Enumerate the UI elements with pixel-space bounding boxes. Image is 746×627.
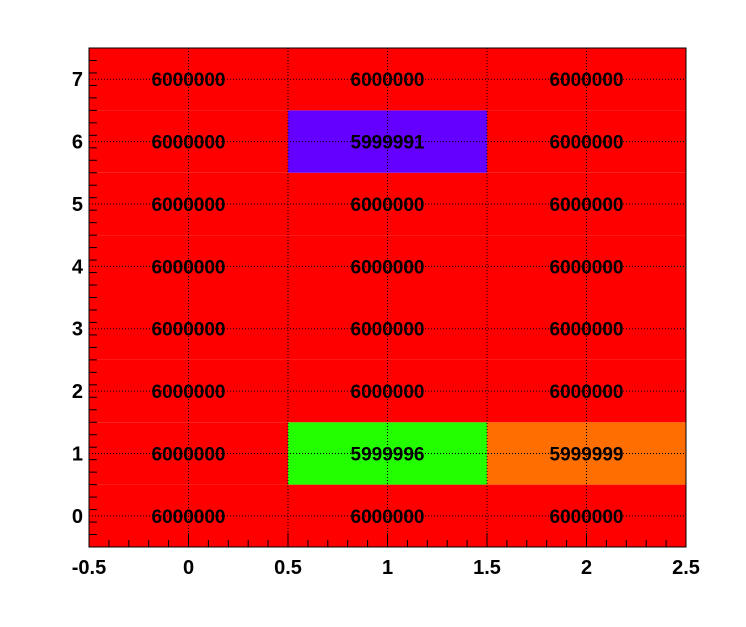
- cell-value-label: 6000000: [152, 444, 226, 465]
- ticks-layer: [88, 47, 687, 548]
- x-tick-label: -0.5: [72, 557, 106, 579]
- cell-value-label: 6000000: [550, 382, 624, 403]
- y-tick-label: 2: [72, 381, 83, 403]
- heatmap-cell: [288, 235, 487, 298]
- cell-value-label: 6000000: [351, 320, 425, 341]
- x-tick-label: 2.5: [672, 557, 700, 579]
- y-tick-label: 3: [72, 319, 83, 341]
- cell-value-label: 6000000: [550, 257, 624, 278]
- cell-value-label: 6000000: [351, 382, 425, 403]
- cell-value-label: 6000000: [152, 382, 226, 403]
- cell-value-label: 6000000: [152, 195, 226, 216]
- cell-value-label: 6000000: [550, 320, 624, 341]
- cell-value-label: 5999991: [351, 133, 425, 154]
- cell-value-label: 6000000: [152, 320, 226, 341]
- y-tick-label: 6: [72, 132, 83, 154]
- heatmap-cell: [288, 297, 487, 360]
- cell-value-label: 6000000: [152, 257, 226, 278]
- y-tick-label: 5: [72, 194, 83, 216]
- cell-value-label: 6000000: [550, 70, 624, 91]
- cell-value-label: 6000000: [152, 70, 226, 91]
- heatmap-cell: [487, 297, 686, 360]
- y-tick-label: 0: [72, 506, 83, 528]
- heatmap-cell: [487, 235, 686, 298]
- x-tick-label: 1.5: [473, 557, 501, 579]
- cell-value-label: 6000000: [152, 507, 226, 528]
- cell-value-label: 6000000: [351, 507, 425, 528]
- cell-value-label: 6000000: [152, 133, 226, 154]
- cell-value-label: 5999996: [351, 444, 425, 465]
- grid-layer: [89, 48, 686, 547]
- cell-value-label: 6000000: [550, 507, 624, 528]
- cell-value-label: 6000000: [351, 195, 425, 216]
- x-tick-label: 1: [382, 557, 393, 579]
- y-tick-label: 7: [72, 69, 83, 91]
- x-tick-label: 0: [183, 557, 194, 579]
- cell-value-label: 6000000: [351, 70, 425, 91]
- cell-value-label: 6000000: [550, 195, 624, 216]
- cell-value-label: 6000000: [351, 257, 425, 278]
- x-tick-label: 2: [581, 557, 592, 579]
- y-tick-label: 4: [72, 256, 84, 278]
- x-tick-label: 0.5: [274, 557, 302, 579]
- axis-labels-layer: -0.5 0 0.5 1 1.5 2 2.5 0 1 2 3 4 5 6 7: [72, 69, 700, 579]
- cell-value-label: 6000000: [550, 133, 624, 154]
- cell-value-label: 5999999: [550, 444, 624, 465]
- y-tick-label: 1: [72, 443, 83, 465]
- cell-labels-layer: 6000000 6000000 6000000 6000000 5999996 59999…: [152, 70, 624, 528]
